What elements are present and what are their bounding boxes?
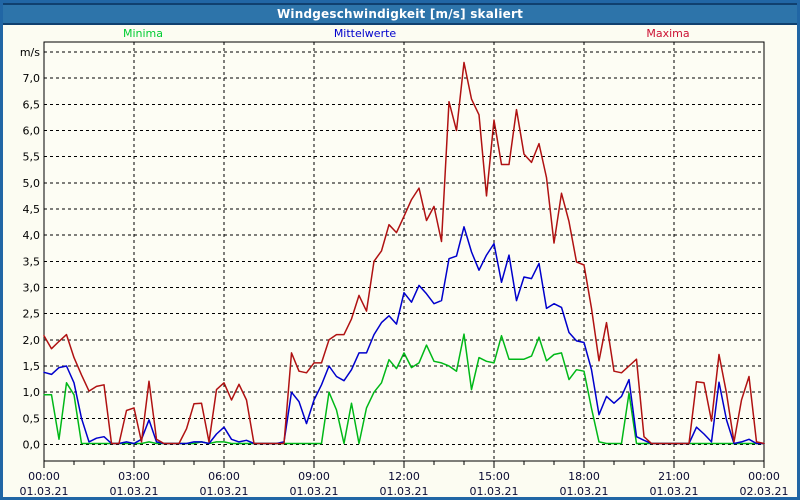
- y-tick-label: 2,0: [23, 334, 41, 347]
- x-tick-time-label: 00:00: [748, 470, 780, 483]
- x-tick-date-label: 01.03.21: [470, 485, 519, 497]
- series-line-maxima: [43, 61, 765, 445]
- x-tick-time-label: 21:00: [658, 470, 690, 483]
- x-tick-time-label: 18:00: [568, 470, 600, 483]
- y-tick-label: 3,5: [23, 255, 41, 268]
- window-title: Windgeschwindigkeit [m/s] skaliert: [276, 7, 524, 21]
- legend-item-minima: Minima: [122, 27, 164, 40]
- y-tick-label: 6,5: [23, 98, 41, 111]
- x-tick-date-label: 01.03.21: [110, 485, 159, 497]
- x-tick-time-label: 03:00: [118, 470, 150, 483]
- y-tick-label: 1,5: [23, 360, 41, 373]
- x-tick-date-label: 02.03.21: [740, 485, 789, 497]
- y-tick-label: 5,0: [23, 177, 41, 190]
- y-tick-label: 4,0: [23, 229, 41, 242]
- y-tick-label: 0,5: [23, 412, 41, 425]
- x-tick-date-label: 01.03.21: [20, 485, 69, 497]
- x-tick-date-label: 01.03.21: [290, 485, 339, 497]
- title-bar: Windgeschwindigkeit [m/s] skaliert: [3, 3, 797, 25]
- legend: Minima Mittelwerte Maxima: [3, 27, 797, 42]
- x-tick-time-label: 00:00: [28, 470, 60, 483]
- x-tick-date-label: 01.03.21: [200, 485, 249, 497]
- x-tick-time-label: 15:00: [478, 470, 510, 483]
- chart-plot-area: 7,0 6,5 6,0 5,5 5,0 4,5 4,0 3,5 3,0 2,5 2,0 1,5 1,0 0…: [20, 41, 789, 497]
- y-tick-label: 3,0: [23, 282, 41, 295]
- x-tick-time-label: 06:00: [208, 470, 240, 483]
- y-axis-unit-label: m/s: [20, 46, 40, 59]
- y-tick-label: 0,0: [23, 439, 41, 452]
- legend-item-maxima: Maxima: [646, 27, 690, 40]
- x-tick-date-label: 01.03.21: [560, 485, 609, 497]
- x-tick-date-label: 01.03.21: [380, 485, 429, 497]
- y-tick-label: 4,5: [23, 203, 41, 216]
- y-tick-label: 7,0: [23, 72, 41, 85]
- y-tick-label: 5,5: [23, 151, 41, 164]
- y-tick-label: 6,0: [23, 125, 41, 138]
- legend-item-mittelwerte: Mittelwerte: [333, 27, 397, 40]
- x-tick-time-label: 09:00: [298, 470, 330, 483]
- x-tick-time-label: 12:00: [388, 470, 420, 483]
- x-tick-date-label: 01.03.21: [650, 485, 699, 497]
- y-tick-label: 1,0: [23, 386, 41, 399]
- y-tick-label: 2,5: [23, 308, 41, 321]
